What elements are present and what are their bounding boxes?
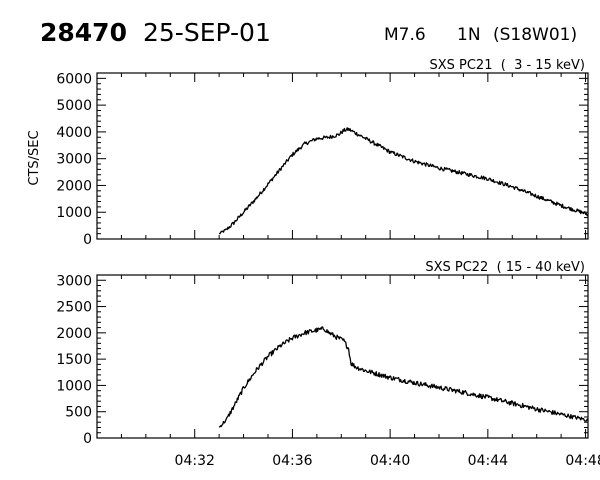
y-tick-label: 0 xyxy=(83,431,92,447)
x-tick-label: 04:36 xyxy=(272,453,312,469)
panel-pc22-ticks xyxy=(97,275,588,439)
flare-location: (S18W01) xyxy=(493,25,577,45)
y-tick-label: 6000 xyxy=(56,71,92,87)
y-axis-label: CTS/SEC xyxy=(27,130,42,185)
y-tick-label: 1500 xyxy=(56,352,92,368)
panel-pc22: SXS PC22 ( 15 - 40 keV) 0 500 1000 1500 2000… xyxy=(56,260,600,469)
panel-pc21-tick-labels: 0 1000 2000 3000 4000 5000 6000 xyxy=(56,71,92,248)
y-tick-label: 500 xyxy=(65,405,92,421)
event-date: 25-SEP-01 xyxy=(143,18,271,47)
x-tick-label: 04:48 xyxy=(565,453,600,469)
y-tick-label: 3000 xyxy=(56,273,92,289)
panel-pc21-title: SXS PC21 ( 3 - 15 keV) xyxy=(429,58,585,73)
panel-pc21: SXS PC21 ( 3 - 15 keV) CTS/SEC 0 1000 2000… xyxy=(27,58,589,248)
y-tick-label: 4000 xyxy=(56,125,92,141)
event-number: 28470 xyxy=(40,18,127,47)
y-tick-label: 2500 xyxy=(56,300,92,316)
flare-class: M7.6 xyxy=(384,25,426,45)
x-tick-label: 04:44 xyxy=(468,453,508,469)
x-tick-label: 04:40 xyxy=(370,453,410,469)
y-tick-label: 2000 xyxy=(56,326,92,342)
pc21-series-line xyxy=(218,127,589,235)
optical-class: 1N xyxy=(457,25,481,45)
panel-pc22-frame xyxy=(96,274,589,439)
panel-pc22-tick-labels: 0 500 1000 1500 2000 2500 3000 04:32 04:36 04:40 0… xyxy=(56,273,600,469)
y-tick-label: 2000 xyxy=(56,178,92,194)
y-tick-label: 0 xyxy=(83,232,92,248)
y-tick-label: 3000 xyxy=(56,152,92,168)
panel-pc21-ticks xyxy=(97,73,588,240)
y-tick-label: 5000 xyxy=(56,98,92,114)
panel-pc21-frame xyxy=(96,72,589,240)
y-tick-label: 1000 xyxy=(56,378,92,394)
pc22-series-line xyxy=(218,326,589,428)
panel-pc22-title: SXS PC22 ( 15 - 40 keV) xyxy=(425,260,585,275)
x-tick-label: 04:32 xyxy=(175,453,215,469)
y-tick-label: 1000 xyxy=(56,205,92,221)
